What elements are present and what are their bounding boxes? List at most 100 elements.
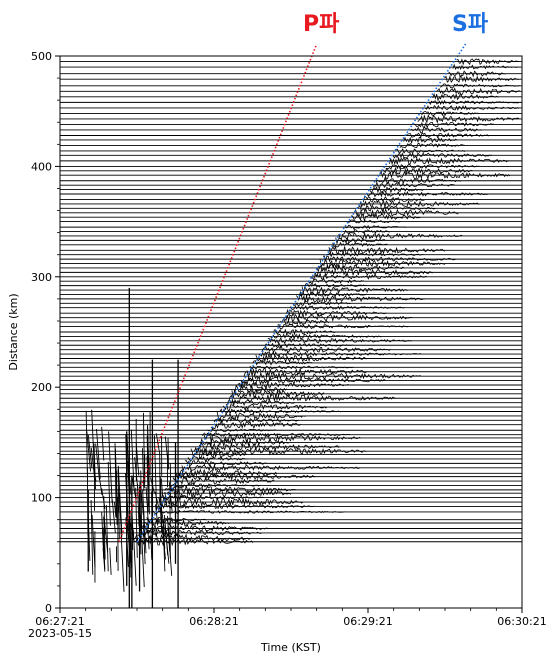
y-tick-label: 0 — [45, 602, 52, 615]
near-source-energy — [164, 436, 169, 460]
near-source-energy — [130, 429, 135, 491]
coda-burst — [225, 398, 296, 407]
coda-burst — [169, 482, 261, 489]
near-source-energy — [155, 504, 158, 523]
coda-burst — [351, 211, 421, 223]
y-tick-label: 300 — [31, 271, 52, 284]
coda-burst — [298, 290, 367, 298]
y-tick-label: 500 — [31, 50, 52, 63]
coda-burst — [249, 365, 354, 370]
near-source-energy — [117, 468, 120, 540]
coda-burst — [304, 282, 367, 288]
near-source-energy — [131, 521, 134, 550]
coda-burst — [152, 509, 345, 515]
coda-burst — [403, 136, 458, 144]
near-source-energy — [116, 470, 118, 525]
coda-burst — [389, 156, 510, 166]
coda-burst — [369, 186, 424, 194]
coda-burst — [231, 389, 325, 399]
near-source-energy — [153, 435, 158, 511]
coda-burst — [172, 477, 275, 486]
y-tick-label: 100 — [31, 492, 52, 505]
near-source-energy — [91, 409, 96, 480]
coda-burst — [428, 99, 519, 106]
coda-burst — [193, 446, 367, 457]
coda-burst — [354, 207, 459, 219]
coda-burst — [133, 532, 250, 544]
coda-burst — [277, 323, 409, 330]
coda-burst — [341, 228, 390, 235]
coda-burst — [243, 371, 421, 382]
coda-burst — [166, 484, 296, 495]
coda-burst — [385, 164, 480, 170]
coda-burst — [264, 342, 354, 349]
coda-burst — [195, 442, 340, 453]
coda-burst — [203, 432, 350, 437]
near-source-energy — [126, 434, 131, 505]
near-source-energy — [108, 431, 113, 503]
near-source-energy — [127, 460, 130, 493]
coda-burst — [448, 70, 506, 79]
coda-burst — [372, 181, 455, 189]
near-source-energy — [160, 478, 164, 497]
near-source-energy — [95, 443, 100, 480]
coda-burst — [440, 83, 520, 89]
near-source-energy — [85, 410, 88, 482]
coda-burst — [344, 224, 406, 230]
near-source-energy — [154, 491, 160, 508]
near-source-energy — [87, 504, 91, 561]
coda-burst — [213, 416, 299, 425]
coda-burst — [444, 75, 519, 83]
coda-burst — [283, 312, 413, 323]
near-source-energy — [96, 428, 101, 479]
coda-burst — [335, 237, 386, 245]
x-tick-label: 06:27:21 — [35, 615, 84, 628]
coda-burst — [357, 205, 436, 212]
coda-burst — [237, 381, 349, 389]
coda-burst — [222, 403, 328, 412]
near-source-energy — [164, 524, 170, 564]
coda-burst — [240, 375, 386, 386]
coda-burst — [164, 487, 292, 499]
x-axis-label: Time (KST) — [260, 641, 321, 654]
near-source-energy — [93, 443, 96, 490]
coda-burst — [187, 456, 248, 462]
near-source-energy — [109, 547, 112, 575]
coda-burst — [452, 63, 520, 71]
x-tick-label: 06:28:21 — [189, 615, 238, 628]
s-wave-label: S파 — [452, 12, 489, 37]
coda-burst — [332, 241, 388, 248]
near-source-energy — [137, 483, 140, 527]
coda-burst — [362, 195, 425, 204]
near-source-energy — [142, 489, 147, 554]
near-source-energy — [132, 529, 137, 586]
coda-burst — [379, 170, 511, 180]
coda-burst — [258, 351, 422, 357]
near-source-energy — [101, 426, 105, 461]
near-source-energy — [143, 412, 146, 488]
x-tick-sublabel: 2023-05-15 — [28, 627, 92, 640]
near-source-energy — [129, 512, 132, 568]
coda-burst — [158, 496, 304, 508]
near-source-energy — [143, 510, 145, 545]
coda-burst — [190, 448, 247, 460]
near-source-energy — [90, 500, 94, 575]
near-source-energy — [159, 503, 163, 533]
near-source-energy — [141, 448, 145, 492]
coda-burst — [228, 393, 396, 404]
coda-burst — [286, 308, 387, 318]
near-source-energy — [117, 465, 123, 534]
coda-burst — [175, 471, 316, 482]
coda-burst — [255, 353, 367, 364]
coda-burst — [219, 408, 342, 414]
x-tick-label: 06:29:21 — [343, 615, 392, 628]
coda-burst — [313, 268, 433, 278]
coda-burst — [396, 148, 466, 154]
coda-burst — [421, 110, 480, 117]
trace-bursts — [85, 58, 520, 608]
coda-burst — [210, 418, 301, 430]
near-source-energy — [129, 523, 134, 537]
coda-burst — [348, 219, 401, 224]
